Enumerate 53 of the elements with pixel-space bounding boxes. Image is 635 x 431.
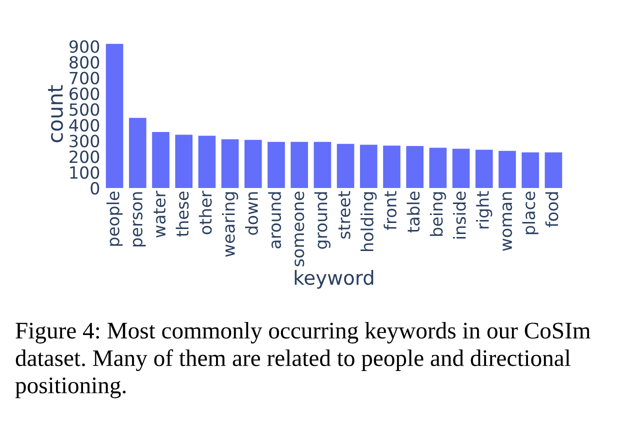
x-tick-label: place: [522, 192, 538, 234]
x-tick-label: person: [132, 192, 146, 246]
bar: [475, 150, 493, 188]
y-tick-label: 500: [70, 103, 100, 116]
bar: [544, 152, 562, 188]
x-tick-label: down: [245, 192, 258, 235]
y-tick-label: 100: [70, 166, 100, 179]
y-tick-label: 900: [69, 40, 100, 53]
bar: [498, 150, 516, 188]
x-tick-label: someone: [294, 192, 304, 266]
x-tick-label: woman: [502, 192, 512, 251]
bar: [198, 136, 216, 188]
y-tick-label: 300: [70, 134, 100, 148]
x-tick-label: other: [198, 190, 212, 234]
y-tick-label: 600: [70, 87, 100, 100]
x-tick-label: table: [406, 192, 420, 233]
x-tick-label: holding: [360, 192, 377, 252]
y-axis-title: count: [48, 85, 63, 142]
bar: [128, 118, 146, 188]
bar: [152, 132, 170, 188]
bar: [336, 144, 354, 188]
bar: [406, 146, 424, 188]
x-tick-label: wearing: [222, 192, 238, 257]
x-tick-label: front: [384, 191, 397, 230]
x-tick-label: water: [154, 190, 166, 238]
x-tick-label: food: [545, 192, 558, 228]
y-tick-label: 200: [70, 150, 100, 164]
x-tick-label: these: [176, 192, 189, 237]
bar: [268, 142, 285, 188]
bar: [290, 142, 308, 188]
y-tick-label: 800: [70, 56, 100, 69]
x-tick-label: right: [476, 191, 492, 228]
bar: [383, 146, 400, 188]
y-tick-label: 0: [90, 182, 100, 195]
x-tick-label: ground: [314, 192, 331, 249]
bar: [452, 148, 470, 188]
x-tick-label: being: [430, 192, 446, 236]
x-axis-title: keyword: [294, 270, 374, 289]
bar: [314, 142, 332, 188]
bar: [106, 44, 124, 188]
bar: [522, 152, 540, 188]
x-tick-label: street: [338, 191, 350, 239]
x-tick-label: inside: [452, 192, 466, 239]
x-tick-label: around: [268, 192, 282, 248]
x-tick-label: people: [106, 192, 123, 246]
bar: [244, 140, 262, 188]
caption: Figure 4: Most commonly occurring keywords in our CoSIm dataset. Many of them are related to people and directional positioning.: [15, 322, 590, 398]
bar: [175, 134, 193, 188]
bar: [221, 139, 239, 188]
y-tick-label: 400: [69, 118, 100, 132]
bar: [429, 148, 447, 188]
bar: [360, 144, 378, 188]
y-tick-label: 700: [70, 72, 100, 84]
